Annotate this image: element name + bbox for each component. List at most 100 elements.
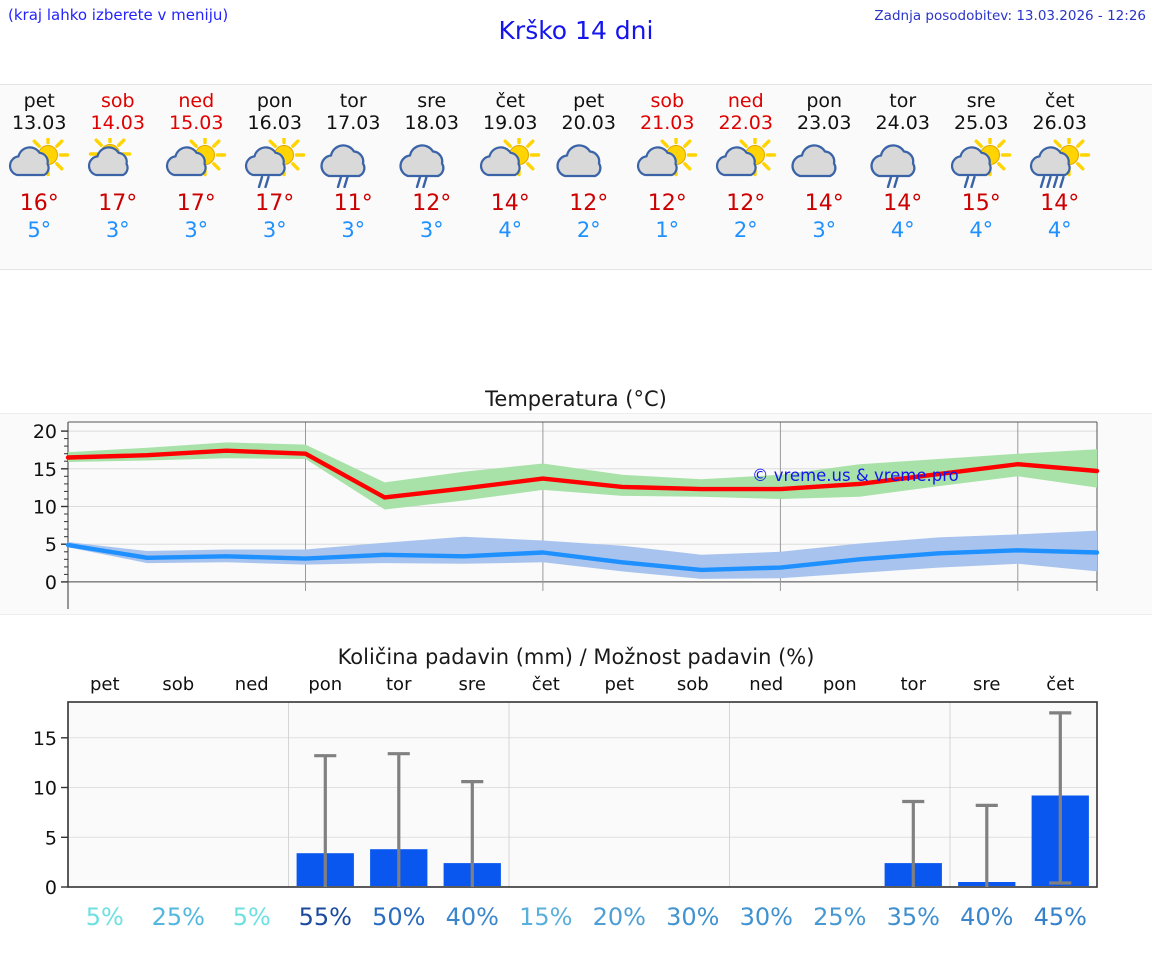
day-of-week: sre — [417, 90, 447, 112]
svg-text:20: 20 — [33, 421, 57, 443]
day-column[interactable]: sre 18.03 12° 3° — [393, 85, 472, 269]
day-column[interactable]: pet 20.03 12° 2° — [550, 85, 629, 269]
day-date: 20.03 — [561, 112, 616, 134]
day-column[interactable]: tor 24.03 14° 4° — [864, 85, 943, 269]
day-column[interactable]: pon 23.03 14° 3° — [785, 85, 864, 269]
svg-text:10: 10 — [33, 497, 57, 519]
last-updated-text: Zadnja posodobitev: 13.03.2026 - 12:26 — [874, 8, 1146, 24]
temperature-plot-area: 0 5 10 15 20 — [0, 413, 1152, 615]
cloudy-icon — [788, 138, 860, 188]
partly-cloudy-sun-icon — [474, 138, 546, 188]
day-column[interactable]: pet 13.03 16° 5° — [0, 85, 79, 269]
day-max-temp: 14° — [883, 191, 923, 216]
day-max-temp: 15° — [961, 191, 1001, 216]
svg-text:5: 5 — [45, 534, 57, 556]
day-min-temp: 3° — [184, 218, 209, 242]
precipitation-probability: 25% — [813, 903, 867, 931]
precipitation-chart-title: Količina padavin (mm) / Možnost padavin … — [337, 645, 815, 669]
sun-cloud-icon — [82, 138, 154, 188]
watermark-text: © vreme.us & vreme.pro — [752, 466, 959, 485]
day-max-temp: 14° — [490, 191, 530, 216]
day-column[interactable]: sob 21.03 12° 1° — [628, 85, 707, 269]
day-column[interactable]: sob 14.03 17° 3° — [79, 85, 158, 269]
precipitation-probability: 35% — [886, 903, 940, 931]
svg-text:5: 5 — [45, 827, 57, 849]
day-min-temp: 3° — [419, 218, 444, 242]
day-min-temp: 5° — [27, 218, 52, 242]
day-max-temp: 12° — [647, 191, 687, 216]
day-min-temp: 4° — [890, 218, 915, 242]
svg-text:10: 10 — [33, 778, 57, 800]
day-date: 18.03 — [404, 112, 459, 134]
precipitation-day-label: pon — [308, 674, 343, 695]
precipitation-probability: 55% — [298, 903, 352, 931]
partly-cloudy-sun-icon — [631, 138, 703, 188]
day-column[interactable]: ned 15.03 17° 3° — [157, 85, 236, 269]
precipitation-day-label: čet — [1046, 674, 1075, 695]
sun-cloud-rain-icon — [239, 138, 311, 188]
precipitation-day-label: ned — [749, 674, 784, 695]
day-date: 24.03 — [875, 112, 930, 134]
day-date: 19.03 — [483, 112, 538, 134]
day-min-temp: 4° — [498, 218, 523, 242]
precipitation-probability: 20% — [592, 903, 646, 931]
precipitation-day-label: sre — [458, 674, 486, 695]
day-column[interactable]: sre 25.03 15° 4° — [942, 85, 1021, 269]
day-date: 17.03 — [326, 112, 381, 134]
day-max-temp: 14° — [1040, 191, 1080, 216]
svg-text:0: 0 — [45, 877, 57, 899]
day-column[interactable]: pon 16.03 17° 3° — [236, 85, 315, 269]
precipitation-day-label: pon — [822, 674, 857, 695]
daily-forecast-strip: pet 13.03 16° 5° sob 14.03 17° 3° ned 15.03 17° 3° p… — [0, 84, 1152, 270]
precipitation-day-label: sre — [973, 674, 1001, 695]
day-max-temp: 16° — [19, 191, 59, 216]
sun-cloud-rain-heavy-icon — [1024, 138, 1096, 188]
day-of-week: sre — [966, 90, 996, 112]
day-date: 25.03 — [954, 112, 1009, 134]
precipitation-probability: 50% — [372, 903, 426, 931]
temperature-chart-title: Temperatura (°C) — [485, 387, 667, 411]
day-of-week: ned — [178, 90, 215, 112]
partly-cloudy-sun-icon — [710, 138, 782, 188]
day-max-temp: 12° — [726, 191, 766, 216]
day-column[interactable]: čet 19.03 14° 4° — [471, 85, 550, 269]
day-min-temp: 3° — [812, 218, 837, 242]
day-date: 14.03 — [90, 112, 145, 134]
day-max-temp: 14° — [804, 191, 844, 216]
cloudy-icon — [553, 138, 625, 188]
precipitation-day-label: tor — [900, 674, 926, 695]
precipitation-probability: 30% — [666, 903, 720, 931]
day-of-week: tor — [889, 90, 917, 112]
day-date: 26.03 — [1032, 112, 1087, 134]
svg-text:0: 0 — [45, 572, 57, 594]
menu-hint-text: (kraj lahko izberete v meniju) — [8, 6, 229, 24]
precipitation-probability: 45% — [1033, 903, 1087, 931]
precipitation-probability: 25% — [151, 903, 205, 931]
day-min-temp: 2° — [733, 218, 758, 242]
day-date: 22.03 — [718, 112, 773, 134]
day-column[interactable]: tor 17.03 11° 3° — [314, 85, 393, 269]
day-max-temp: 17° — [176, 191, 216, 216]
day-min-temp: 3° — [262, 218, 287, 242]
page-header: (kraj lahko izberete v meniju) Krško 14 … — [0, 0, 1152, 62]
cloud-rain-icon — [396, 138, 468, 188]
partly-cloudy-sun-icon — [160, 138, 232, 188]
day-max-temp: 12° — [569, 191, 609, 216]
precipitation-day-label: pet — [604, 674, 635, 695]
precipitation-probability: 15% — [519, 903, 573, 931]
svg-text:15: 15 — [33, 459, 57, 481]
day-of-week: sob — [650, 90, 685, 112]
day-column[interactable]: čet 26.03 14° 4° — [1021, 85, 1100, 269]
precipitation-day-label: sob — [676, 674, 709, 695]
day-min-temp: 4° — [969, 218, 994, 242]
precipitation-day-label: pet — [89, 674, 120, 695]
page-title: Krško 14 dni — [498, 16, 654, 45]
day-max-temp: 11° — [333, 191, 373, 216]
partly-cloudy-sun-icon — [3, 138, 75, 188]
day-column[interactable]: ned 22.03 12° 2° — [707, 85, 786, 269]
day-max-temp: 17° — [255, 191, 295, 216]
day-of-week: čet — [1044, 90, 1075, 112]
day-of-week: ned — [727, 90, 764, 112]
day-min-temp: 1° — [655, 218, 680, 242]
